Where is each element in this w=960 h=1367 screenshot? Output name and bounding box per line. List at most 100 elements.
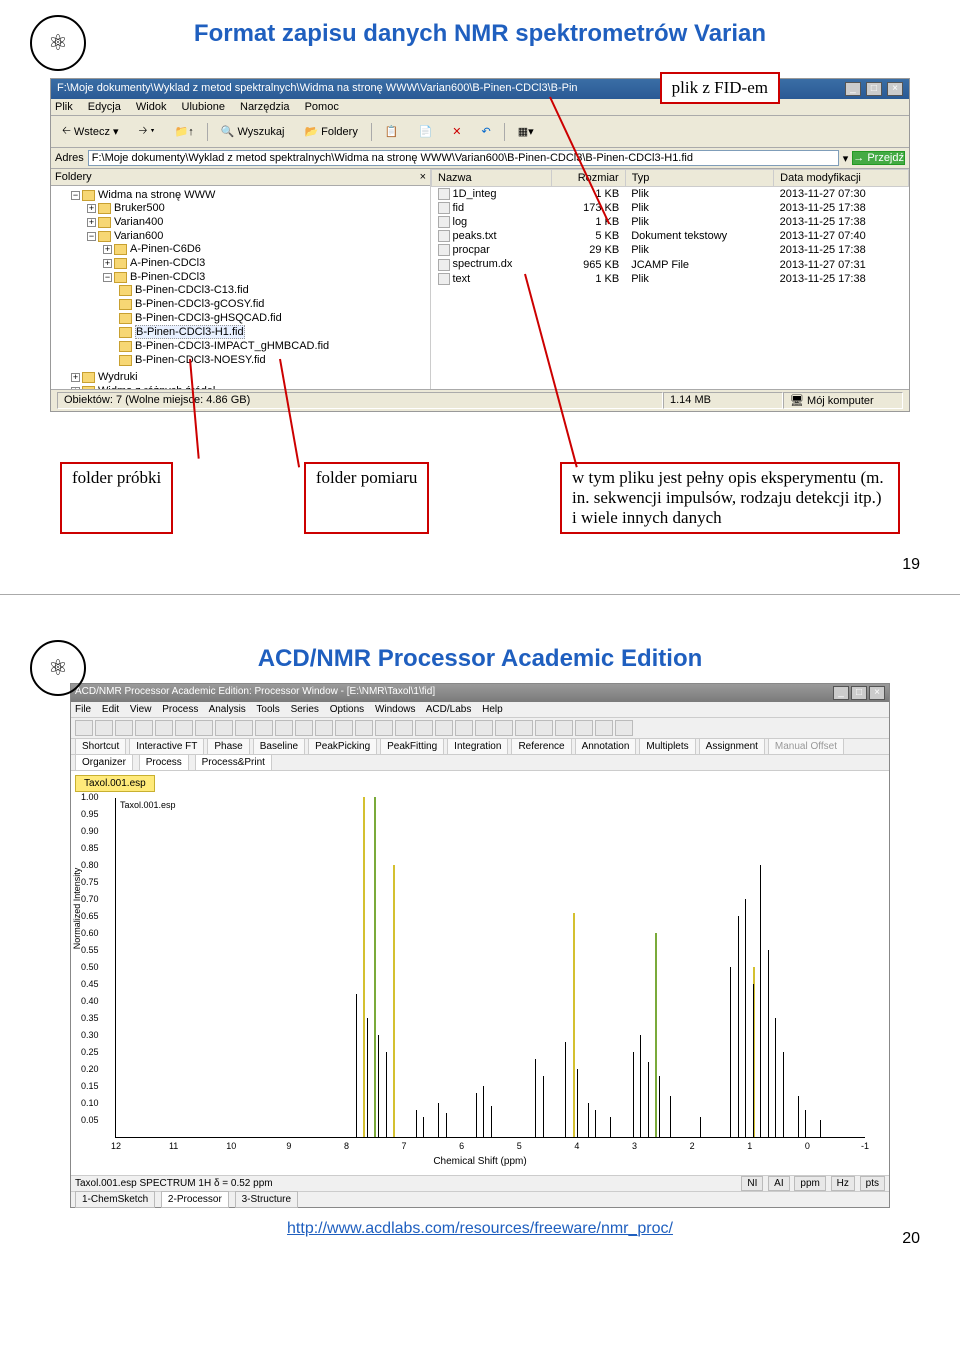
tb-btn[interactable] [315, 720, 333, 736]
tb-btn[interactable] [235, 720, 253, 736]
tb-btn[interactable] [435, 720, 453, 736]
tb-btn[interactable] [555, 720, 573, 736]
tb-btn[interactable] [275, 720, 293, 736]
proc-tab[interactable]: Interactive FT [129, 738, 204, 755]
col-data[interactable]: Data modyfikacji [774, 170, 909, 187]
proc-tab[interactable]: Phase [207, 738, 249, 755]
proc-tab[interactable]: Manual Offset [768, 738, 844, 755]
tab-processprint[interactable]: Process&Print [195, 754, 272, 771]
tab-organizer[interactable]: Organizer [75, 754, 133, 771]
proc-tab[interactable]: Multiplets [639, 738, 695, 755]
url-link[interactable]: http://www.acdlabs.com/resources/freewar… [30, 1220, 930, 1238]
proc-tab[interactable]: PeakFitting [380, 738, 444, 755]
tb-btn[interactable] [455, 720, 473, 736]
tb-btn[interactable] [75, 720, 93, 736]
tb-btn[interactable] [175, 720, 193, 736]
m-view[interactable]: View [130, 704, 152, 715]
max-button[interactable]: □ [866, 82, 882, 96]
m-help[interactable]: Help [482, 704, 503, 715]
file-row[interactable]: spectrum.dx965 KBJCAMP File2013-11-27 07… [432, 257, 909, 271]
m-file[interactable]: File [75, 704, 91, 715]
fwd-button[interactable]: 🡢 ▾ [132, 119, 162, 144]
acd-min[interactable]: _ [833, 686, 849, 700]
file-row[interactable]: 1D_integ1 KBPlik2013-11-27 07:30 [432, 187, 909, 202]
btn-ppm[interactable]: ppm [794, 1176, 825, 1191]
tb-btn[interactable] [135, 720, 153, 736]
proc-tab[interactable]: Shortcut [75, 738, 126, 755]
tb-btn[interactable] [195, 720, 213, 736]
move-icon[interactable]: 📄 [412, 122, 440, 141]
file-row[interactable]: log1 KBPlik2013-11-25 17:38 [432, 215, 909, 229]
menu-edycja[interactable]: Edycja [88, 101, 121, 113]
proc-tab[interactable]: Reference [511, 738, 571, 755]
btn-ai[interactable]: AI [768, 1176, 789, 1191]
proc-tab[interactable]: Baseline [253, 738, 305, 755]
tb-btn[interactable] [335, 720, 353, 736]
acd-max[interactable]: □ [851, 686, 867, 700]
mode-chemsketch[interactable]: 1-ChemSketch [75, 1191, 155, 1208]
folder-tree[interactable]: −Widma na stronę WWW +Bruker500 +Varian4… [51, 186, 430, 389]
menu-narzedzia[interactable]: Narzędzia [240, 101, 290, 113]
delete-icon[interactable]: ✕ [445, 122, 468, 141]
tree-close[interactable]: × [420, 171, 426, 183]
tb-btn[interactable] [495, 720, 513, 736]
btn-pts[interactable]: pts [860, 1176, 885, 1191]
m-windows[interactable]: Windows [375, 704, 416, 715]
menu-plik[interactable]: Plik [55, 101, 73, 113]
m-series[interactable]: Series [291, 704, 319, 715]
tb-btn[interactable] [475, 720, 493, 736]
tb-btn[interactable] [295, 720, 313, 736]
folders-button[interactable]: 📂 Foldery [297, 122, 364, 141]
copy-icon[interactable]: 📋 [378, 122, 406, 141]
col-nazwa[interactable]: Nazwa [432, 170, 552, 187]
mode-processor[interactable]: 2-Processor [161, 1191, 229, 1208]
tb-btn[interactable] [615, 720, 633, 736]
min-button[interactable]: _ [845, 82, 861, 96]
m-acdlabs[interactable]: ACD/Labs [426, 704, 472, 715]
proc-tab[interactable]: Annotation [575, 738, 637, 755]
go-button[interactable]: → Przejdź [852, 151, 905, 165]
m-process[interactable]: Process [162, 704, 198, 715]
nmr-chart[interactable]: 1.000.950.900.850.800.750.700.650.600.55… [115, 798, 865, 1138]
close-button[interactable]: × [887, 82, 903, 96]
tb-btn[interactable] [215, 720, 233, 736]
tb-btn[interactable] [595, 720, 613, 736]
col-typ[interactable]: Typ [625, 170, 773, 187]
file-row[interactable]: peaks.txt5 KBDokument tekstowy2013-11-27… [432, 229, 909, 243]
menu-widok[interactable]: Widok [136, 101, 167, 113]
btn-ni[interactable]: NI [741, 1176, 763, 1191]
acd-close[interactable]: × [869, 686, 885, 700]
tb-btn[interactable] [415, 720, 433, 736]
file-row[interactable]: fid173 KBPlik2013-11-25 17:38 [432, 201, 909, 215]
tb-btn[interactable] [155, 720, 173, 736]
m-edit[interactable]: Edit [102, 704, 119, 715]
proc-tab[interactable]: Integration [447, 738, 508, 755]
tab-process[interactable]: Process [139, 754, 189, 771]
address-input[interactable] [88, 150, 839, 166]
search-button[interactable]: 🔍 Wyszukaj [214, 122, 292, 141]
undo-icon[interactable]: ↶ [474, 122, 497, 141]
back-button[interactable]: 🡠 Wstecz ▾ [55, 119, 126, 144]
file-row[interactable]: procpar29 KBPlik2013-11-25 17:38 [432, 243, 909, 257]
file-row[interactable]: text1 KBPlik2013-11-25 17:38 [432, 272, 909, 286]
chart-tab[interactable]: Taxol.001.esp [75, 775, 155, 792]
menu-ulubione[interactable]: Ulubione [182, 101, 225, 113]
proc-tab[interactable]: PeakPicking [308, 738, 377, 755]
menu-pomoc[interactable]: Pomoc [305, 101, 339, 113]
m-analysis[interactable]: Analysis [209, 704, 246, 715]
tb-btn[interactable] [395, 720, 413, 736]
proc-tab[interactable]: Assignment [699, 738, 765, 755]
up-button[interactable]: 📁↑ [168, 122, 201, 141]
tb-btn[interactable] [355, 720, 373, 736]
mode-structure[interactable]: 3-Structure [235, 1191, 298, 1208]
tb-btn[interactable] [95, 720, 113, 736]
btn-hz[interactable]: Hz [831, 1176, 855, 1191]
addr-dropdown[interactable]: ▾ [843, 152, 849, 165]
tb-btn[interactable] [255, 720, 273, 736]
tb-btn[interactable] [535, 720, 553, 736]
tb-btn[interactable] [115, 720, 133, 736]
m-tools[interactable]: Tools [256, 704, 279, 715]
views-button[interactable]: ▦▾ [511, 122, 541, 141]
tb-btn[interactable] [515, 720, 533, 736]
tb-btn[interactable] [575, 720, 593, 736]
